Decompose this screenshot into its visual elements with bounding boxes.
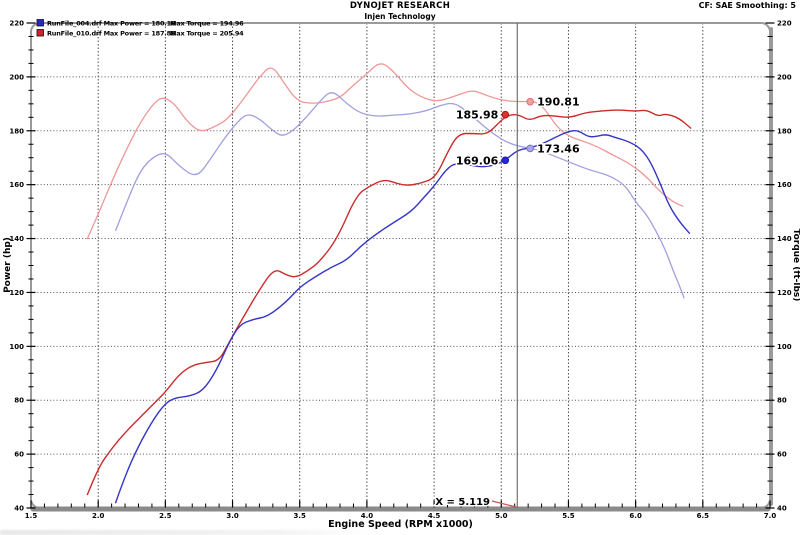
legend-max-torque: Max Torque = 205.94 (170, 30, 244, 38)
y-tick-label-left: 80 (14, 397, 24, 405)
legend-max-power: RunFile_004.drf Max Power = 180.16 (47, 20, 176, 28)
marker-dot-run010_power[interactable] (501, 110, 510, 119)
legend-swatch-blue[interactable] (36, 19, 44, 27)
y-tick-label-right: 160 (777, 181, 792, 189)
marker-value-run004_torque[interactable]: 173.46 (536, 141, 582, 157)
y-tick-label-right: 60 (777, 451, 787, 459)
correction-smoothing-label: CF: SAE Smoothing: 5 (698, 1, 796, 10)
y-tick-label-left: 40 (14, 505, 24, 513)
marker-value-run004_power[interactable]: 169.06 (454, 153, 500, 169)
y-tick-label-right: 180 (777, 127, 792, 135)
marker-dot-run004_torque[interactable] (526, 144, 534, 153)
x-tick-label: 2.5 (159, 512, 172, 520)
y-tick-label-left: 140 (9, 235, 24, 243)
right-axis-title: Torque (ft-lbs) (791, 229, 800, 302)
left-axis-title: Power (hp) (3, 237, 13, 293)
y-tick-label-right: 220 (777, 20, 792, 28)
torque-curve-runfile_010-drf (86, 63, 684, 240)
shop-name: Injen Technology (364, 12, 436, 21)
y-tick-label-left: 180 (9, 127, 24, 135)
torque-curve-runfile_004-drf (114, 92, 685, 299)
x-tick-label: 1.5 (25, 512, 38, 520)
y-tick-label-right: 80 (777, 397, 787, 405)
y-tick-label-right: 100 (777, 343, 792, 351)
y-tick-label-left: 220 (9, 20, 24, 28)
y-tick-label-right: 140 (777, 235, 792, 243)
y-tick-label-right: 200 (777, 73, 792, 81)
y-tick-label-left: 100 (9, 343, 24, 351)
power-curve-runfile_004-drf (114, 130, 691, 504)
y-tick-label-left: 160 (9, 181, 24, 189)
marker-value-run010_torque[interactable]: 190.81 (536, 94, 581, 110)
x-tick-label: 5.5 (562, 512, 575, 520)
legend-max-power: RunFile_010.drf Max Power = 187.88 (47, 30, 176, 38)
y-tick-label-left: 60 (14, 451, 24, 459)
y-tick-label-left: 120 (9, 289, 24, 297)
x-tick-label: 4.5 (428, 512, 441, 520)
y-tick-label-right: 120 (777, 289, 792, 297)
x-tick-label: 7.0 (764, 512, 777, 520)
legend-max-torque: Max Torque = 194.96 (170, 20, 244, 28)
x-tick-label: 5.0 (495, 512, 508, 520)
app-title: DYNOJET RESEARCH (349, 1, 451, 11)
x-axis-title: Engine Speed (RPM x1000) (328, 519, 473, 530)
x-tick-label: 6.0 (629, 512, 642, 520)
x-tick-label: 3.0 (226, 512, 239, 520)
x-tick-label: 2.0 (92, 512, 105, 520)
cursor-x-readout: X = 5.119 (435, 497, 490, 508)
plot-border (30, 22, 771, 509)
x-tick-label: 6.5 (697, 512, 710, 520)
x-tick-label: 4.0 (361, 512, 374, 520)
legend-swatch-red[interactable] (36, 29, 44, 37)
x-tick-label: 3.5 (294, 512, 307, 520)
marker-dot-run010_torque[interactable] (526, 97, 534, 106)
marker-value-run010_power[interactable]: 185.98 (454, 107, 499, 123)
y-tick-label-right: 40 (777, 505, 787, 513)
cursor-pointer-line (491, 500, 517, 508)
marker-dot-run004_power[interactable] (501, 156, 510, 165)
window-edge-artifact (0, 530, 370, 535)
power-curve-runfile_010-drf (86, 109, 692, 496)
y-tick-label-left: 200 (9, 73, 24, 81)
